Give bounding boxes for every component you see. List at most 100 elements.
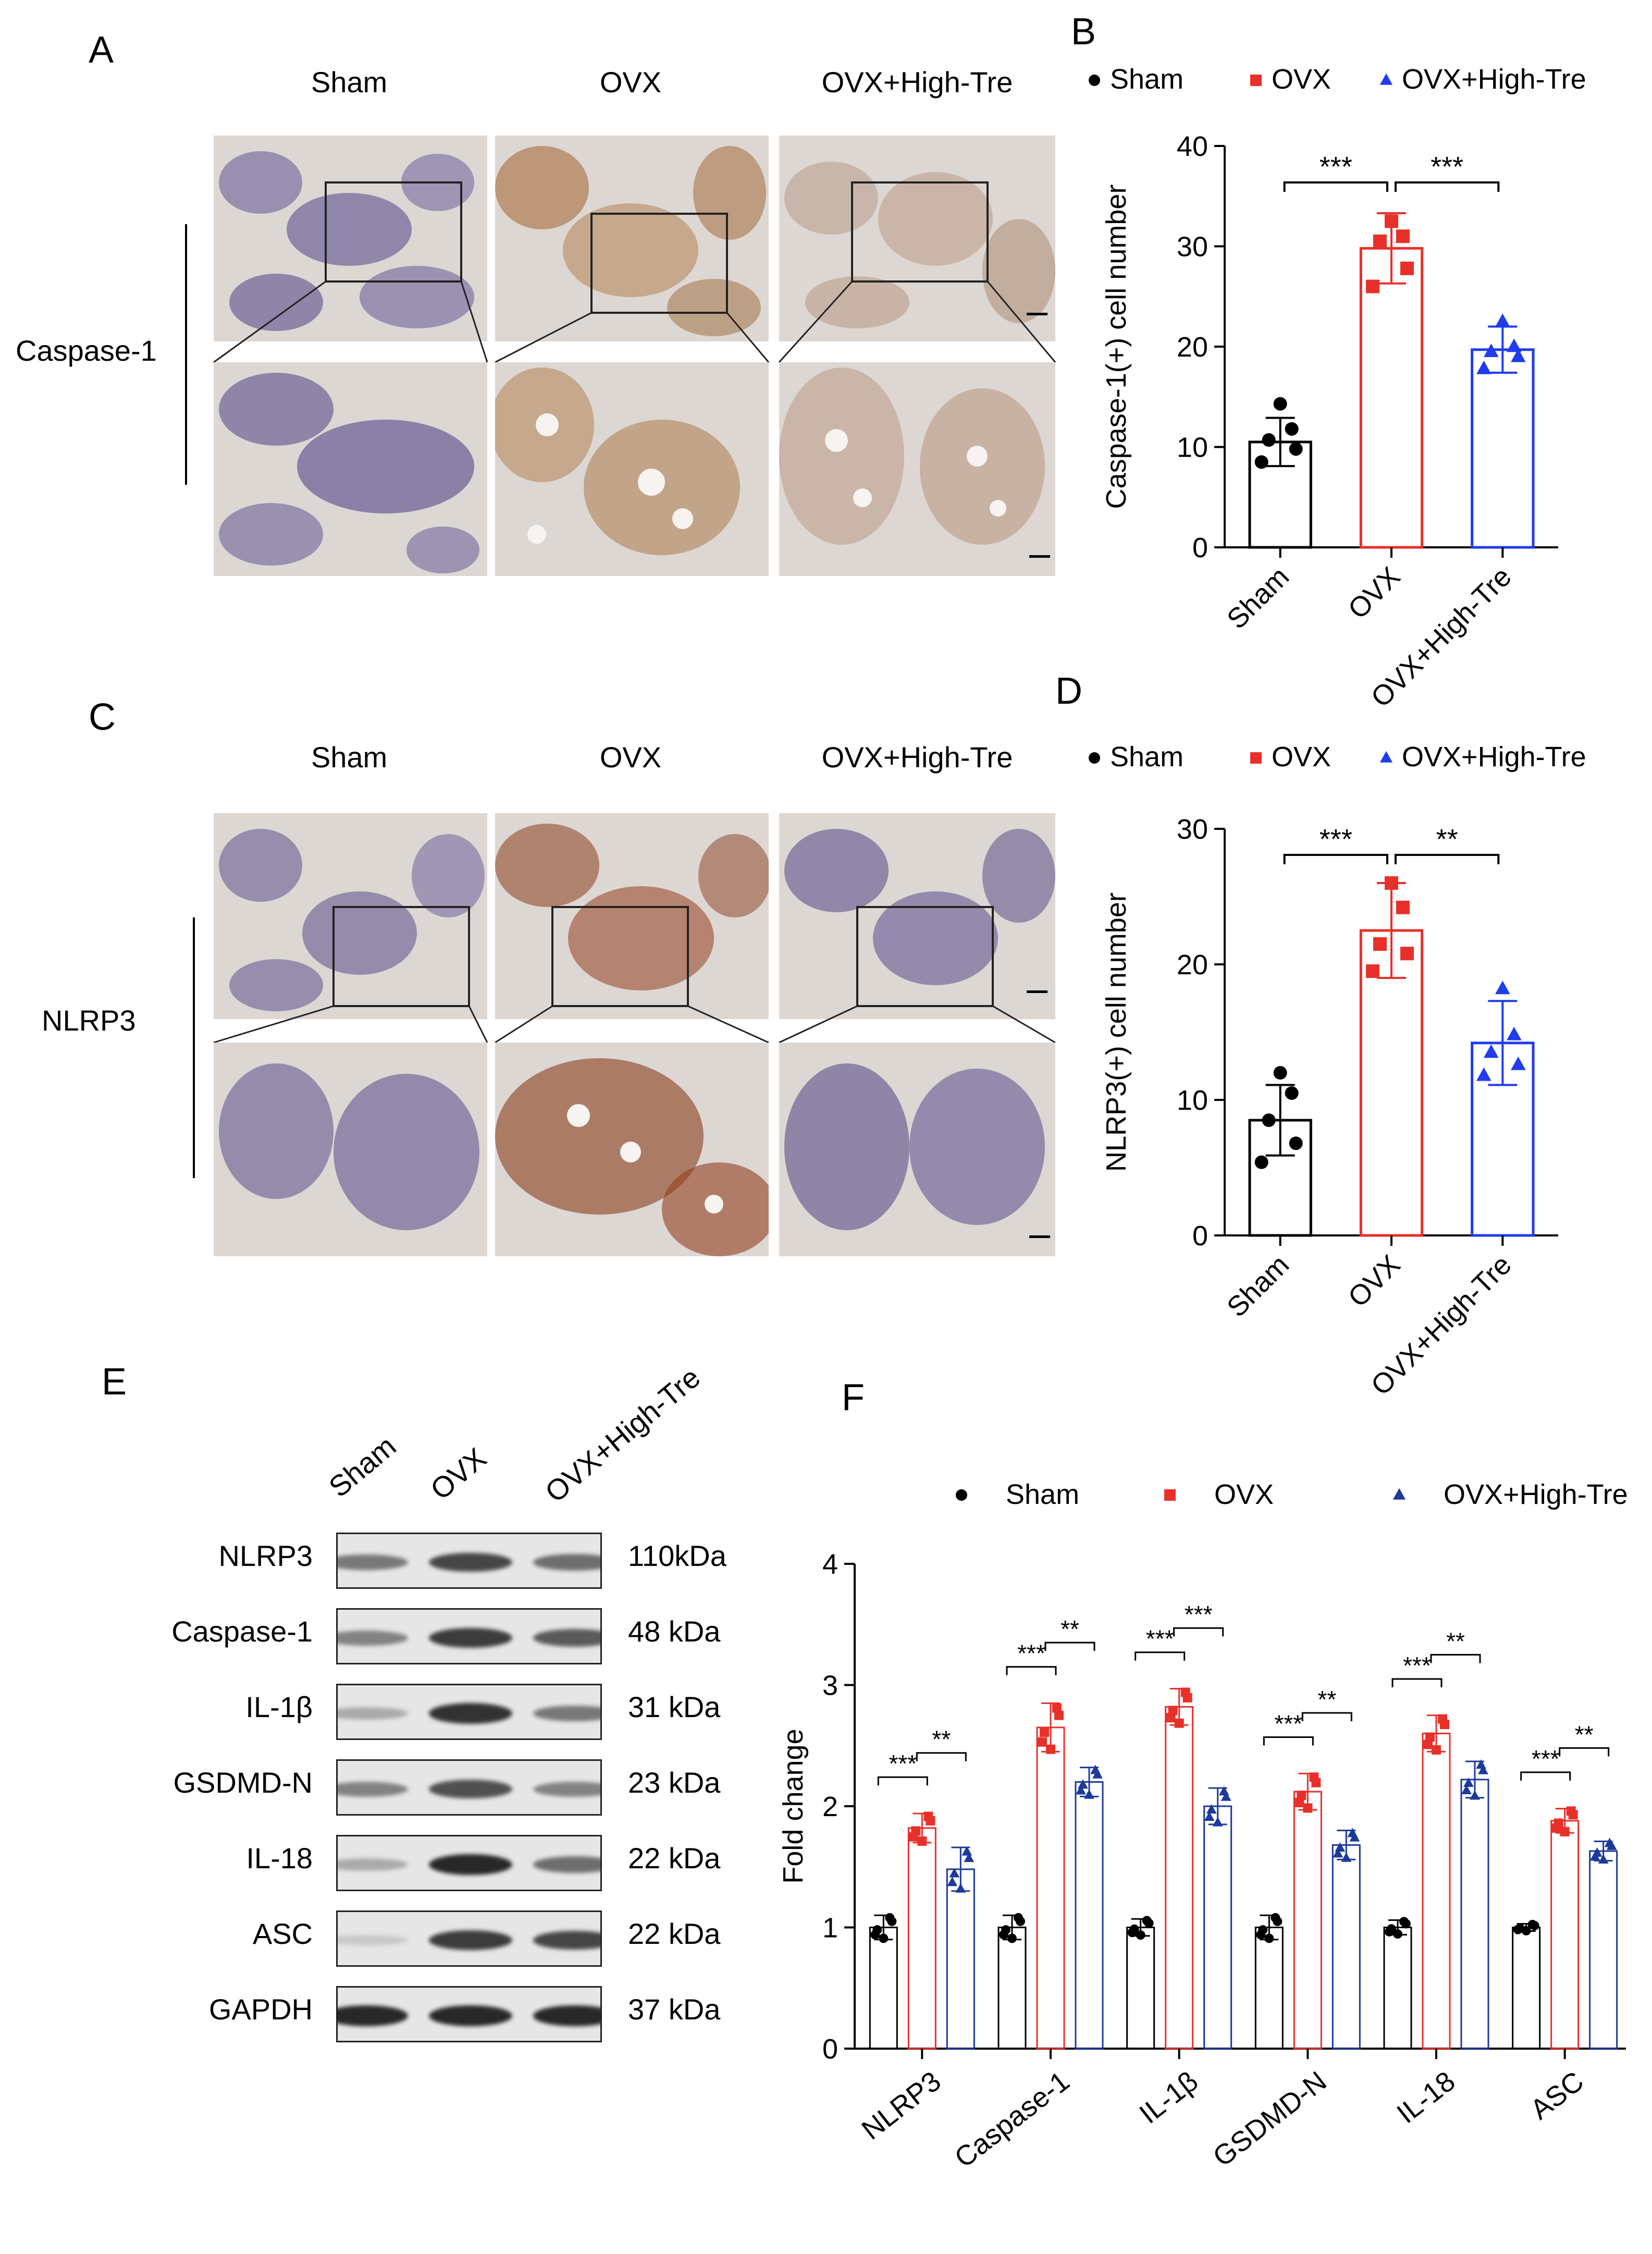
sig-label-8: *** [1403,1652,1431,1679]
bar-0-2 [946,1868,975,2050]
band-label-0: NLRP3 [218,1539,313,1572]
lane-label-ovx-high-tre: OVX+High-Tre [538,1361,707,1509]
micrograph-sham-nlrp3-zoom [214,1043,487,1256]
group-label-ovx-high-tre-a: OVX+High-Tre [821,66,1013,99]
sig-bracket-2 [1006,1666,1057,1675]
point-0-0 [1254,1155,1268,1169]
point-2-4 [1495,981,1510,995]
band-kda-4: 22 kDa [628,1842,721,1875]
point-1-2-0 [1076,1785,1086,1795]
point-1-0-4 [1007,1933,1017,1943]
legend-label-1: OVX [1272,64,1331,95]
point-3-2-0 [1333,1848,1343,1858]
point-1-2-2 [1078,1779,1088,1789]
sig-bracket-7 [1301,1712,1352,1721]
micrograph-ovx-caspase1-zoom [495,362,769,576]
point-3-0-3 [1271,1913,1280,1922]
y-tick-label-0: 0 [1192,532,1208,564]
sig-bracket-8 [1391,1678,1443,1687]
bar-4-1 [1422,1733,1451,2050]
point-0-2-1 [964,1853,975,1863]
band-0-lane-0 [338,1554,408,1571]
point-0-2-4 [955,1883,966,1893]
point-0-1 [1289,1136,1303,1150]
x-tick-label-0: NLRP3 [856,2065,947,2146]
point-2-3 [1507,338,1522,352]
sig-bracket-0 [877,1776,928,1786]
micrograph-ovx-high-tre-nlrp3-zoom [779,1043,1055,1256]
blot-strip-2 [336,1684,602,1740]
group-label-sham-c: Sham [311,741,388,774]
point-0-2-0 [947,1877,958,1886]
band-kda-1: 48 kDa [628,1615,721,1648]
band-3-lane-2 [533,1781,600,1797]
band-4-lane-1 [429,1854,512,1876]
point-2-1-2 [1168,1706,1178,1716]
band-1-lane-1 [429,1627,512,1648]
point-2-2-4 [1212,1817,1223,1827]
sig-label-1: ** [932,1726,951,1753]
sig-bracket-0 [1283,181,1388,192]
point-1-2-3 [1090,1765,1101,1774]
point-4-1-0 [1423,1740,1433,1749]
point-5-1-2 [1554,1818,1563,1828]
y-tick-label-1: 10 [1177,432,1208,463]
legend-marker-2 [1379,73,1393,85]
sig-label-11: ** [1575,1721,1594,1748]
legend-label-2: OVX+High-Tre [1402,64,1586,95]
point-3-1-3 [1309,1772,1319,1782]
group-label-sham-a: Sham [311,66,388,99]
point-1-0 [1366,279,1379,293]
point-4-2-4 [1470,1790,1480,1800]
panel-letter-d: D [1055,670,1082,712]
micrograph-ovx-nlrp3-zoom [495,1043,769,1256]
point-1-0-3 [1014,1913,1023,1922]
point-2-1 [1511,1056,1526,1070]
bar-4-2 [1460,1779,1489,2050]
point-5-2-3 [1604,1838,1615,1847]
micrograph-sham-caspase1-overview [214,136,487,341]
y-tick-label-0: 0 [1192,1220,1208,1252]
x-tick-label-5: ASC [1525,2065,1589,2126]
panel-letter-f: F [842,1377,865,1418]
band-kda-5: 22 kDa [628,1917,721,1950]
y-tick-label-3: 30 [1177,814,1208,845]
x-tick-label-1: Caspase-1 [949,2065,1076,2174]
point-2-0-3 [1142,1916,1152,1926]
legend-marker-1 [1250,75,1262,86]
zoom-lines-a [213,280,1056,363]
bar-5-1 [1550,1820,1580,2050]
band-6-lane-0 [338,2005,408,2027]
legend-label-0: Sham [1110,64,1183,95]
point-1-2 [1373,234,1387,248]
band-2-lane-2 [533,1705,600,1722]
row-label-caspase-1: Caspase-1 [16,334,157,367]
point-1-2-4 [1084,1789,1094,1799]
point-1-1-2 [1040,1728,1049,1737]
y-tick-label-4: 4 [822,1549,838,1580]
point-0-0 [1254,455,1268,469]
legend-marker-2 [1379,751,1393,763]
legend-marker-1 [1250,752,1262,764]
point-4-1-3 [1438,1714,1447,1724]
panel-letter-a: A [89,29,114,71]
sig-bracket-4 [1135,1651,1186,1661]
micrograph-ovx-nlrp3-overview [495,813,769,1019]
legend-marker-1 [1164,1489,1176,1501]
point-0-4 [1273,397,1287,411]
band-label-4: IL-18 [246,1842,313,1875]
sig-bracket-5 [1173,1627,1224,1637]
sig-label-7: ** [1317,1686,1336,1713]
band-2-lane-1 [429,1703,512,1724]
sig-bracket-0 [1283,854,1388,864]
point-4-2-3 [1476,1759,1486,1769]
point-0-2 [1262,433,1276,447]
band-label-3: GSDMD-N [173,1766,313,1799]
bar-3-1 [1293,1791,1322,2050]
band-5-lane-1 [429,1930,512,1951]
band-5-lane-0 [338,1935,408,1945]
band-1-lane-0 [338,1630,408,1646]
point-0-2-3 [961,1846,972,1856]
band-3-lane-1 [429,1780,512,1798]
sig-bracket-11 [1559,1747,1610,1757]
